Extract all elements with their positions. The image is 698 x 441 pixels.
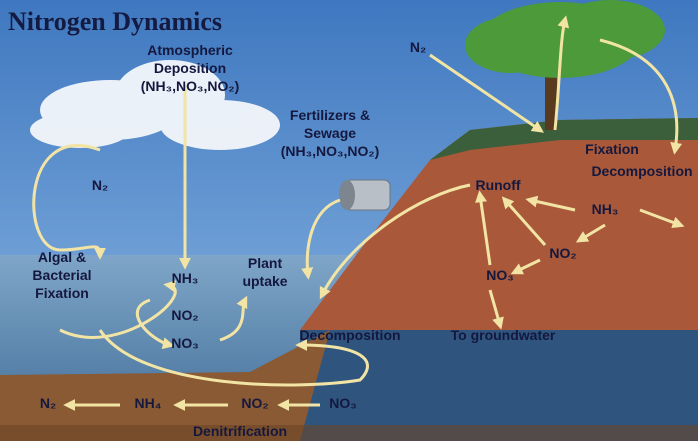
label: NO₂ [171, 307, 198, 323]
label: Runoff [475, 177, 520, 193]
arrows [32, 15, 685, 411]
label: N₂ [410, 39, 426, 55]
label: NO₃ [486, 267, 513, 283]
label: (NH₃,NO₃,NO₂) [281, 143, 380, 159]
label: Sewage [304, 125, 356, 141]
label: Deposition [154, 60, 226, 76]
label: NO₂ [549, 245, 576, 261]
label: Algal & [38, 249, 86, 265]
label: Atmospheric [147, 42, 233, 58]
labels: Atmospheric Deposition (NH₃,NO₃,NO₂) Fertil… [32, 39, 692, 439]
title: Nitrogen Dynamics [8, 7, 222, 36]
label: N₂ [92, 177, 108, 193]
label: NO₃ [329, 395, 356, 411]
label: Bacterial [32, 267, 91, 283]
label: To groundwater [451, 327, 556, 343]
label: Plant [248, 255, 283, 271]
label: Fertilizers & [290, 107, 370, 123]
label: Decomposition [591, 163, 692, 179]
label: Decomposition [299, 327, 400, 343]
label: Denitrification [193, 423, 287, 439]
label: uptake [242, 273, 287, 289]
label: Fixation [585, 141, 639, 157]
label: NH₃ [592, 201, 619, 217]
label: N₂ [40, 395, 56, 411]
label: NH₃ [172, 270, 199, 286]
label: NO₂ [241, 395, 268, 411]
label: Fixation [35, 285, 89, 301]
label: NO₃ [171, 335, 198, 351]
label: NH₄ [135, 395, 162, 411]
label: (NH₃,NO₃,NO₂) [141, 78, 240, 94]
